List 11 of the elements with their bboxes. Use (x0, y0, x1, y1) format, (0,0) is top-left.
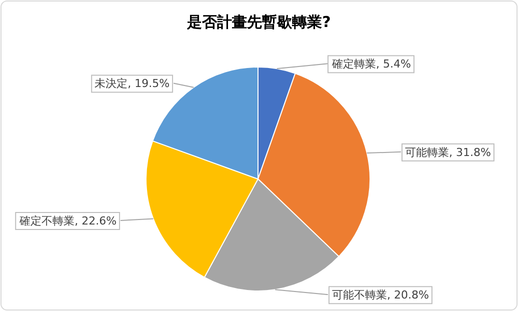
slice-label: 未決定 (94, 77, 128, 90)
slice-label: 確定不轉業 (18, 214, 75, 228)
data-label: , 5.4% (376, 58, 411, 71)
data-label: , 31.8% (449, 146, 491, 159)
slice-label: 可能轉業 (405, 146, 449, 159)
chart-title: 是否計畫先暫歇轉業? (186, 13, 331, 31)
data-label: , 22.6% (74, 214, 117, 228)
data-label: , 19.5% (128, 77, 170, 90)
slice-label: 確定轉業 (331, 58, 376, 71)
data-label: , 20.8% (387, 288, 429, 302)
slice-label: 可能不轉業 (332, 288, 387, 302)
